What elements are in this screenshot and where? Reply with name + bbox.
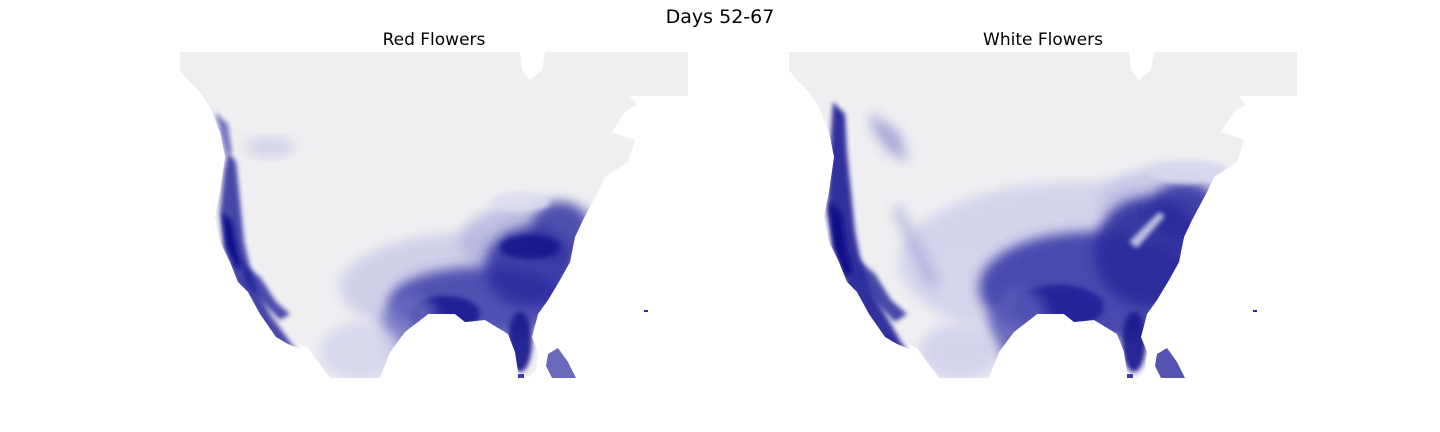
- map-heatmap-white: [789, 52, 1297, 378]
- panel-red-flowers: Red Flowers: [180, 30, 688, 378]
- panel-title-red-flowers: Red Flowers: [382, 30, 486, 50]
- panel-white-flowers: White Flowers: [789, 30, 1297, 378]
- panel-title-white-flowers: White Flowers: [983, 30, 1103, 50]
- figure-title: Days 52-67: [665, 6, 775, 28]
- map-red-flowers: [180, 52, 688, 378]
- map-heatmap-red: [180, 52, 688, 378]
- map-white-flowers: [789, 52, 1297, 378]
- land-base: [180, 52, 688, 378]
